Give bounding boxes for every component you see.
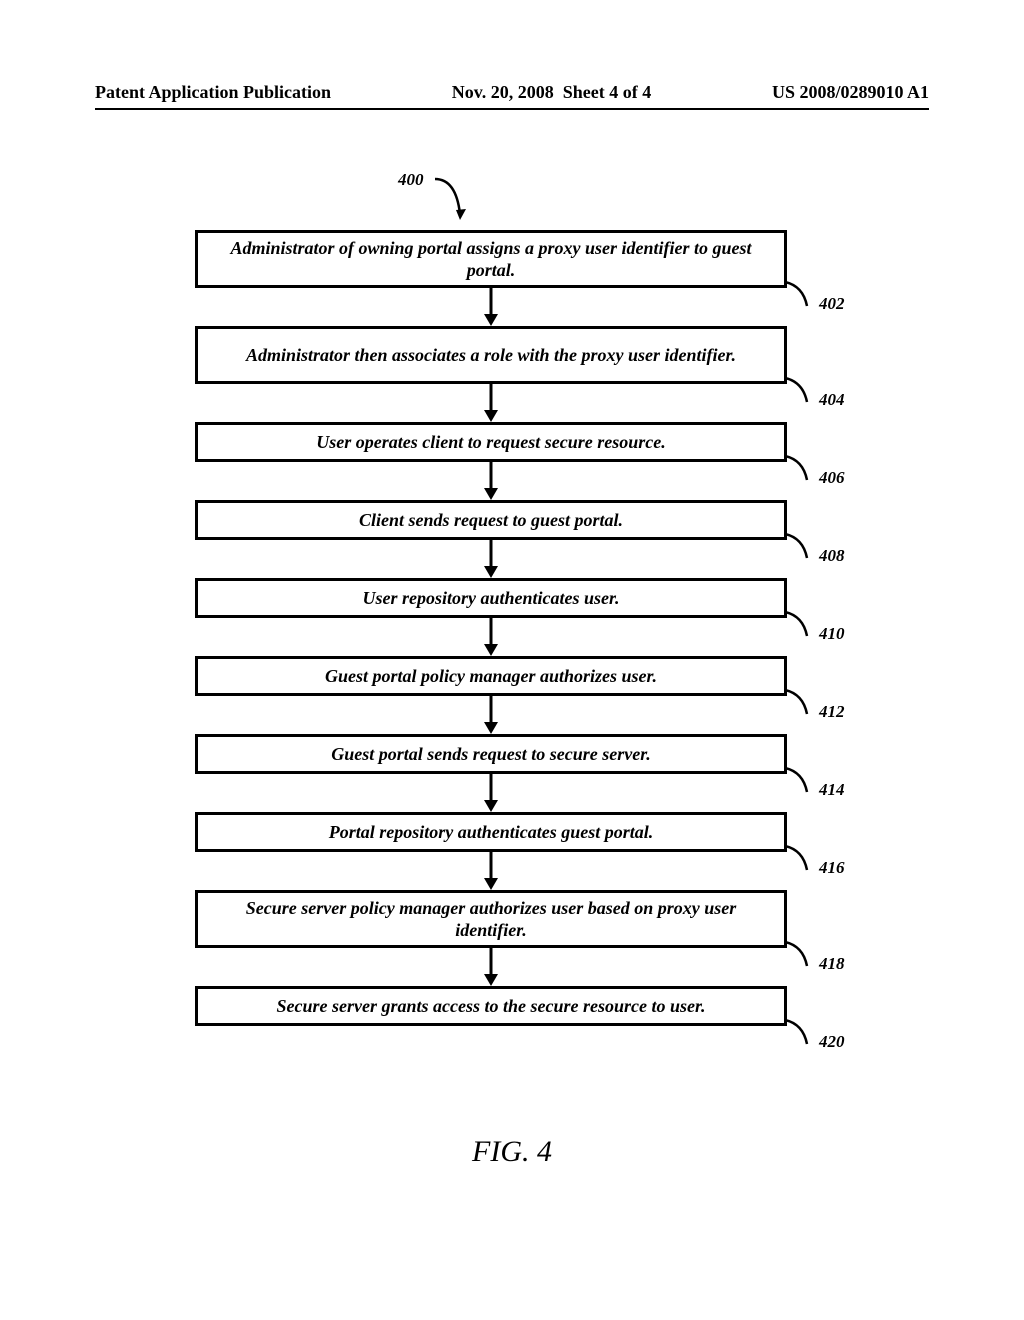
flow-steps-container: Administrator of owning portal assigns a… [195, 230, 787, 1026]
page: Patent Application Publication Nov. 20, … [0, 0, 1024, 1320]
header-left: Patent Application Publication [95, 82, 331, 103]
flow-step: Client sends request to guest portal.408 [195, 500, 787, 540]
ref-number: 408 [819, 546, 845, 566]
flow-step: Secure server grants access to the secur… [195, 986, 787, 1026]
flow-arrow [195, 852, 787, 890]
figure-caption: FIG. 4 [0, 1135, 1024, 1169]
flow-step: Guest portal policy manager authorizes u… [195, 656, 787, 696]
ref-number: 414 [819, 780, 845, 800]
ref-number: 406 [819, 468, 845, 488]
flow-box: Administrator then associates a role wit… [195, 326, 787, 384]
flow-box: Secure server policy manager authorizes … [195, 890, 787, 948]
flow-box-text: Guest portal sends request to secure ser… [331, 743, 651, 766]
flow-box: Guest portal policy manager authorizes u… [195, 656, 787, 696]
flow-box: Client sends request to guest portal. [195, 500, 787, 540]
flow-box-text: Administrator of owning portal assigns a… [208, 237, 774, 282]
flow-box: Guest portal sends request to secure ser… [195, 734, 787, 774]
page-header: Patent Application Publication Nov. 20, … [95, 82, 929, 103]
flow-step: User repository authenticates user.410 [195, 578, 787, 618]
flow-top-ref-arrow [430, 176, 474, 226]
ref-number: 416 [819, 858, 845, 878]
flow-arrow [195, 384, 787, 422]
header-rule [95, 108, 929, 110]
flow-step: Administrator then associates a role wit… [195, 326, 787, 384]
flow-box-text: Portal repository authenticates guest po… [329, 821, 654, 844]
ref-number: 402 [819, 294, 845, 314]
ref-number: 412 [819, 702, 845, 722]
flow-box-text: Secure server grants access to the secur… [277, 995, 706, 1018]
flow-box: Administrator of owning portal assigns a… [195, 230, 787, 288]
flow-step: Secure server policy manager authorizes … [195, 890, 787, 948]
ref-number: 418 [819, 954, 845, 974]
flow-arrow [195, 696, 787, 734]
flow-step: User operates client to request secure r… [195, 422, 787, 462]
flow-arrow [195, 462, 787, 500]
ref-number: 420 [819, 1032, 845, 1052]
flow-arrow [195, 774, 787, 812]
flow-arrow [195, 540, 787, 578]
flow-box-text: Secure server policy manager authorizes … [208, 897, 774, 942]
flow-step: Portal repository authenticates guest po… [195, 812, 787, 852]
flow-box: Portal repository authenticates guest po… [195, 812, 787, 852]
flow-step: Administrator of owning portal assigns a… [195, 230, 787, 288]
flow-box-text: User operates client to request secure r… [316, 431, 665, 454]
header-right: US 2008/0289010 A1 [772, 82, 929, 103]
flow-arrow [195, 618, 787, 656]
flow-arrow [195, 948, 787, 986]
flow-top-ref: 400 [398, 170, 424, 190]
flow-step: Guest portal sends request to secure ser… [195, 734, 787, 774]
header-middle: Nov. 20, 2008 Sheet 4 of 4 [452, 82, 652, 103]
flow-arrow [195, 288, 787, 326]
flow-box-text: Administrator then associates a role wit… [246, 344, 736, 367]
flow-box-text: User repository authenticates user. [362, 587, 619, 610]
flow-box: User operates client to request secure r… [195, 422, 787, 462]
flow-box-text: Client sends request to guest portal. [359, 509, 623, 532]
ref-number: 410 [819, 624, 845, 644]
ref-number: 404 [819, 390, 845, 410]
flow-box-text: Guest portal policy manager authorizes u… [325, 665, 657, 688]
flow-box: User repository authenticates user. [195, 578, 787, 618]
flow-box: Secure server grants access to the secur… [195, 986, 787, 1026]
